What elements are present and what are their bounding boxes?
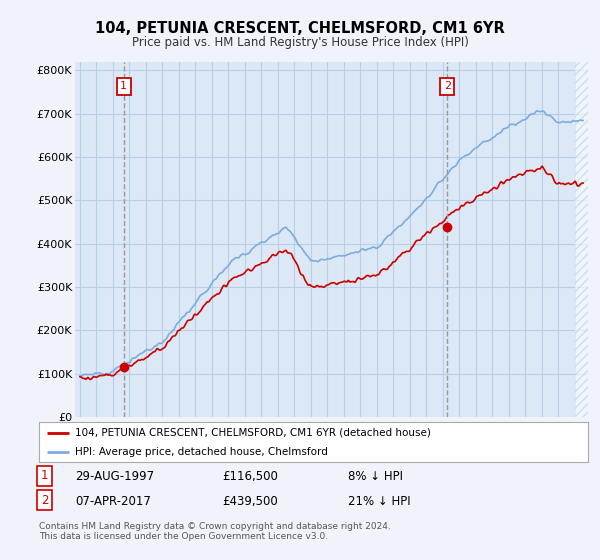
- Text: 104, PETUNIA CRESCENT, CHELMSFORD, CM1 6YR: 104, PETUNIA CRESCENT, CHELMSFORD, CM1 6…: [95, 21, 505, 36]
- Text: 07-APR-2017: 07-APR-2017: [75, 495, 151, 508]
- Text: HPI: Average price, detached house, Chelmsford: HPI: Average price, detached house, Chel…: [74, 447, 328, 457]
- Text: £439,500: £439,500: [222, 495, 278, 508]
- Bar: [575, 62, 588, 417]
- Text: 21% ↓ HPI: 21% ↓ HPI: [348, 495, 410, 508]
- Text: 2: 2: [41, 494, 49, 507]
- Text: 1: 1: [41, 469, 49, 482]
- Text: Contains HM Land Registry data © Crown copyright and database right 2024.
This d: Contains HM Land Registry data © Crown c…: [39, 522, 391, 542]
- Text: 8% ↓ HPI: 8% ↓ HPI: [348, 470, 403, 483]
- Text: 1: 1: [121, 82, 127, 91]
- Text: 29-AUG-1997: 29-AUG-1997: [75, 470, 154, 483]
- Text: Price paid vs. HM Land Registry's House Price Index (HPI): Price paid vs. HM Land Registry's House …: [131, 36, 469, 49]
- Text: 104, PETUNIA CRESCENT, CHELMSFORD, CM1 6YR (detached house): 104, PETUNIA CRESCENT, CHELMSFORD, CM1 6…: [74, 428, 431, 437]
- Text: £116,500: £116,500: [222, 470, 278, 483]
- Text: 2: 2: [444, 82, 451, 91]
